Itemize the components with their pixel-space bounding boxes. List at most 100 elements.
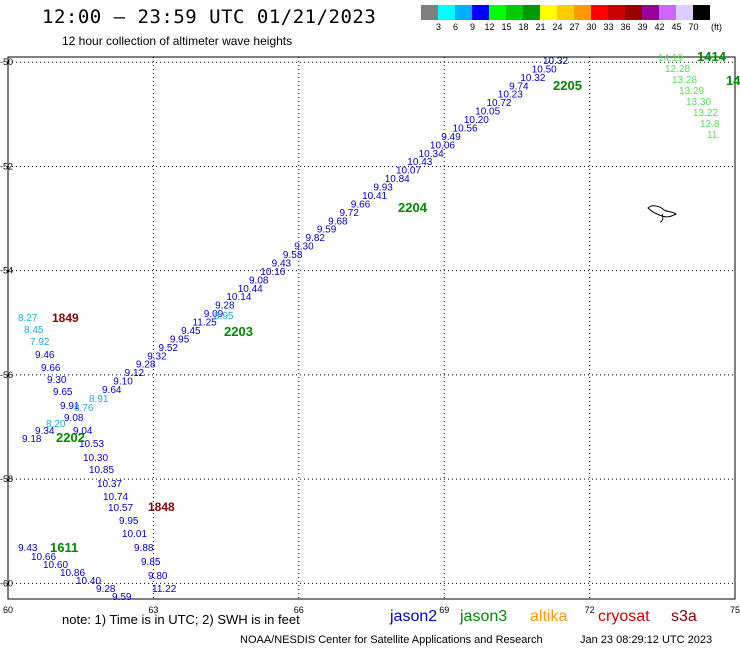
wave-label: 10.86	[60, 568, 85, 579]
legend-swatch	[574, 5, 591, 20]
wave-label: 9.52	[159, 343, 179, 354]
wave-label: 9.46	[35, 350, 55, 361]
lon-tick-label: 72	[585, 605, 595, 615]
wave-label: 13.29	[679, 86, 704, 97]
legend-label: 3	[435, 22, 441, 32]
wave-label: 8.95	[214, 311, 234, 322]
footer-note: note: 1) Time is in UTC; 2) SWH is in fe…	[62, 612, 300, 627]
wave-label: 10.72	[486, 98, 511, 109]
wave-label: 10.53	[79, 439, 104, 450]
wave-label: 9.59	[112, 592, 132, 603]
credit-line: NOAA/NESDIS Center for Satellite Applica…	[240, 634, 543, 646]
sat-s3a: s3a	[671, 608, 697, 625]
wave-label: 9.10	[113, 377, 133, 388]
wave-label: 10.32	[520, 73, 545, 84]
wave-label: 9.12	[125, 368, 145, 379]
legend-label: 30	[586, 22, 597, 32]
wave-label: 8.91	[89, 394, 109, 405]
wave-label: 10.40	[76, 576, 101, 587]
wave-label: 8.76	[74, 403, 94, 414]
wave-label: 9.28	[215, 301, 235, 312]
lon-tick-label: 66	[294, 605, 304, 615]
wave-label: 9.09	[204, 309, 224, 320]
sat-jason3: jason3	[460, 608, 508, 625]
wave-label: 9.80	[148, 571, 168, 582]
legend-swatch	[438, 5, 455, 20]
wave-label: 9.59	[317, 225, 337, 236]
wave-label: 10.07	[396, 166, 421, 177]
lon-tick-label: 75	[730, 605, 740, 615]
legend-swatch	[676, 5, 693, 20]
legend-label: 24	[552, 22, 563, 32]
wave-label: 13.30	[686, 97, 711, 108]
wave-label: 10.16	[260, 267, 285, 278]
legend-swatch	[608, 5, 625, 20]
wave-label: 9.93	[373, 183, 393, 194]
lat-tick-label: -56	[0, 370, 13, 380]
legend-swatch	[489, 5, 506, 20]
wave-label: 9.34	[35, 426, 55, 437]
wave-label: 10.56	[453, 123, 478, 134]
wave-label: 9.72	[339, 208, 359, 219]
wave-label: 10.20	[464, 115, 489, 126]
wave-label: 9.95	[119, 516, 139, 527]
wave-label: 1848	[148, 500, 175, 514]
legend-swatch	[642, 5, 659, 20]
wave-label: 9.65	[53, 387, 73, 398]
lat-tick-label: -60	[0, 578, 13, 588]
wave-label: 9.04	[73, 426, 93, 437]
legend-swatch	[523, 5, 540, 20]
wave-label: 10.32	[543, 56, 568, 67]
wave-label: 10.60	[43, 560, 68, 571]
wave-label: 10.14	[226, 292, 251, 303]
wave-label: 9.45	[181, 326, 201, 337]
sat-cryosat: cryosat	[598, 608, 650, 625]
wave-label: 9.28	[96, 584, 116, 595]
wave-label: 10.01	[122, 529, 147, 540]
lat-tick-label: -50	[0, 57, 13, 67]
legend-swatch	[421, 5, 438, 20]
legend-swatch	[506, 5, 523, 20]
wave-label: 8.20	[46, 419, 66, 430]
wave-label: 2204	[398, 200, 428, 215]
wave-label: 9.95	[170, 334, 190, 345]
wave-label: 9.82	[306, 233, 326, 244]
wave-label: 10.30	[83, 453, 108, 464]
map-axes: 60 63 66 69 72 75 -50 -52 -54 -56 -58 -60	[0, 56, 740, 615]
wave-label: 9.85	[141, 557, 161, 568]
wave-label: 13.22	[693, 108, 718, 119]
island-outline	[647, 205, 677, 223]
wave-label: 9.66	[351, 199, 371, 210]
wave-height-labels: 10.3210.5010.329.7410.2310.7210.0510.201…	[18, 49, 740, 603]
legend-label: 12	[484, 22, 495, 32]
wave-label: 10.23	[498, 90, 523, 101]
legend-label: 15	[501, 22, 512, 32]
wave-label: 9.18	[22, 434, 42, 445]
wave-label: 1611	[50, 540, 78, 555]
wave-label: 11.	[707, 130, 720, 141]
lon-tick-label: 69	[439, 605, 449, 615]
legend-label: 70	[688, 22, 699, 32]
wave-label: 14.19	[658, 53, 683, 64]
legend-label: 27	[569, 22, 580, 32]
wave-label: 9.66	[41, 363, 61, 374]
wave-label: 10.74	[103, 492, 128, 503]
wave-label: 10.50	[532, 64, 557, 75]
wave-label: 10.44	[238, 284, 263, 295]
wave-label: 9.91	[60, 401, 80, 412]
map-frame	[7, 56, 736, 600]
legend-swatch	[455, 5, 472, 20]
wave-label: 2203	[224, 324, 253, 339]
legend-label: 45	[671, 22, 682, 32]
legend-label: 39	[637, 22, 648, 32]
wave-label: 10.66	[31, 552, 56, 563]
lat-tick-label: -52	[0, 161, 13, 171]
wave-label: 13.28	[672, 75, 697, 86]
wave-label: 10.06	[430, 140, 455, 151]
legend-label: 36	[620, 22, 631, 32]
wave-label: 11.22	[152, 584, 177, 595]
wave-label: 11.25	[192, 318, 217, 329]
wave-label: 10.57	[108, 503, 133, 514]
wave-label: 14	[726, 73, 740, 88]
